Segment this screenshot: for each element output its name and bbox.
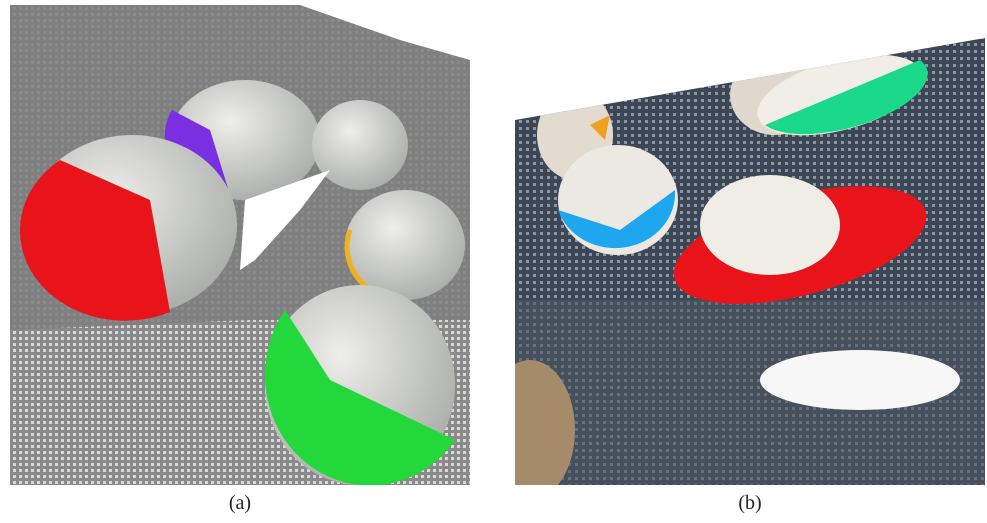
panel-b <box>515 38 985 485</box>
caption-b: (b) <box>738 492 762 514</box>
caption-a: (a) <box>228 492 252 514</box>
panel-a <box>10 5 470 485</box>
